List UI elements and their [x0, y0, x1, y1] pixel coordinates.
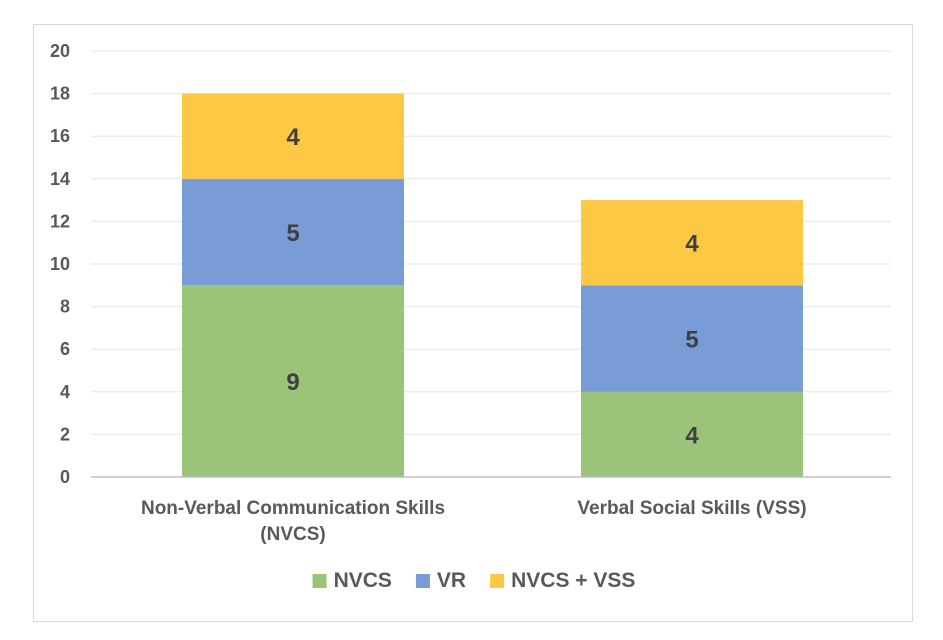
y-tick-label: 12 — [50, 211, 70, 231]
y-tick-label: 8 — [60, 297, 70, 317]
category-label: Verbal Social Skills (VSS) — [577, 498, 806, 519]
y-tick-label: 10 — [50, 254, 70, 274]
y-tick-label: 0 — [60, 467, 70, 487]
y-tick-label: 2 — [60, 424, 70, 444]
bar-segment — [581, 200, 803, 286]
bar-segment — [581, 391, 803, 477]
data-label: 4 — [685, 231, 699, 258]
data-label: 4 — [685, 422, 699, 449]
legend-item: NVCS — [312, 569, 392, 592]
y-tick-label: 16 — [50, 126, 70, 146]
category-labels: Non-Verbal Communication Skills (NVCS) Ver… — [141, 498, 807, 545]
bar-segment — [182, 285, 404, 477]
bars — [182, 93, 803, 477]
y-axis-ticks: 0 2 4 6 8 10 12 14 16 18 20 — [50, 41, 70, 487]
data-labels: 9 5 4 4 5 4 — [286, 124, 699, 449]
y-tick-label: 14 — [50, 169, 70, 189]
bar-segment — [581, 285, 803, 392]
bar-segment — [182, 93, 404, 179]
legend-item: NVCS + VSS — [490, 569, 635, 592]
data-label: 5 — [685, 327, 698, 354]
legend-label: VR — [437, 569, 466, 592]
data-label: 4 — [286, 124, 300, 151]
y-tick-label: 4 — [60, 382, 70, 402]
legend-swatch — [415, 574, 430, 588]
legend-item: VR — [415, 569, 466, 592]
legend-label: NVCS — [334, 569, 392, 592]
legend-label: NVCS + VSS — [511, 569, 635, 592]
y-tick-label: 20 — [50, 41, 70, 61]
bar-segment — [182, 178, 404, 286]
category-label: Non-Verbal Communication Skills (NVCS) — [141, 498, 445, 545]
data-label: 5 — [286, 220, 299, 247]
y-tick-label: 18 — [50, 84, 70, 104]
legend-swatch — [312, 574, 327, 588]
chart-frame: 0 2 4 6 8 10 12 14 16 18 20 9 5 4 4 5 4 Non-Verbal Comm… — [33, 24, 913, 622]
y-tick-label: 6 — [60, 339, 70, 359]
legend: NVCS VR NVCS + VSS — [312, 569, 635, 592]
stacked-bar-chart: 0 2 4 6 8 10 12 14 16 18 20 9 5 4 4 5 4 Non-Verbal Comm… — [50, 41, 891, 592]
data-label: 9 — [286, 369, 299, 396]
legend-swatch — [490, 574, 505, 588]
